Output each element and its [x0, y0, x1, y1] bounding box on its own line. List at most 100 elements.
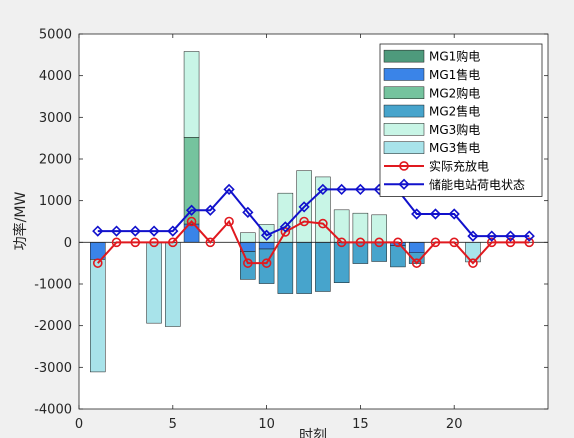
legend-swatch — [383, 141, 425, 154]
bar-6-4 — [146, 242, 162, 324]
marker-1-7 — [205, 237, 216, 248]
bar-4-16 — [371, 242, 387, 262]
marker-1-9 — [243, 258, 253, 268]
marker-2-15 — [354, 183, 367, 196]
bar-layer — [90, 51, 481, 373]
legend-label: MG2购电 — [429, 85, 480, 100]
axes-box — [78, 33, 549, 410]
y-tick-label: 2000 — [39, 153, 72, 168]
legend-label: 储能电站荷电状态 — [429, 177, 525, 192]
legend-label: MG2售电 — [429, 104, 480, 119]
x-tick-label: 15 — [352, 417, 369, 432]
marker-1-5 — [168, 237, 178, 248]
marker-2-7 — [204, 204, 216, 216]
marker-2-8 — [223, 183, 235, 196]
marker-1-8 — [224, 216, 234, 227]
legend-swatch — [383, 123, 425, 136]
y-tick-label: 0 — [64, 236, 72, 251]
bar-2-18 — [408, 242, 425, 253]
marker-1-17 — [393, 237, 403, 248]
marker-1-19 — [430, 237, 441, 248]
marker-2-10 — [260, 229, 273, 241]
marker-1-2 — [111, 237, 122, 248]
bar-5-13 — [315, 176, 331, 243]
legend-swatch — [383, 49, 425, 63]
y-axis-ticks: -4000 -3000 -2000 -1000 0 1000 2000 3000 4000 500… — [34, 28, 548, 418]
bar-4-12 — [296, 242, 312, 294]
y-axis-label: 功率/MW — [12, 192, 29, 251]
marker-1-1 — [92, 258, 103, 268]
bar-2-10 — [258, 242, 275, 250]
marker-2-11 — [279, 221, 291, 233]
bar-4-14 — [333, 242, 350, 283]
y-tick-label: 4000 — [39, 69, 72, 84]
bar-6-5 — [165, 242, 181, 327]
legend-label: MG3售电 — [429, 140, 480, 155]
line-layer — [92, 183, 535, 268]
legend-swatch — [383, 86, 425, 99]
marker-1-13 — [318, 218, 328, 229]
x-tick-label: 5 — [169, 417, 177, 432]
marker-1-21 — [468, 258, 478, 268]
marker-1-6 — [186, 216, 197, 227]
marker-2-21 — [467, 230, 479, 242]
marker-2-23 — [504, 230, 517, 242]
y-tick-label: -1000 — [34, 278, 72, 293]
y-tick-label: -4000 — [34, 403, 72, 418]
legend-box — [379, 43, 543, 197]
marker-1-23 — [505, 237, 516, 248]
marker-1-22 — [486, 237, 497, 248]
y-tick-label: -3000 — [34, 361, 72, 376]
bar-6-1 — [90, 259, 106, 373]
marker-1-20 — [449, 237, 460, 248]
line-series-2 — [97, 187, 530, 238]
marker-1-3 — [130, 237, 141, 248]
legend-swatch — [383, 104, 425, 118]
marker-2-4 — [148, 225, 160, 237]
legend-label: MG3购电 — [429, 122, 480, 137]
legend: MG1购电 MG1售电 MG2购电 MG2售电 MG3购电 MG3售电实际充放电储能电站荷… — [379, 43, 543, 197]
bar-4-9 — [240, 251, 256, 280]
marker-1-4 — [149, 237, 159, 248]
marker-2-14 — [336, 183, 348, 196]
x-tick-label: 10 — [258, 417, 275, 432]
marker-2-6 — [185, 204, 198, 216]
marker-1-24 — [524, 237, 535, 248]
marker-1-16 — [374, 237, 384, 248]
legend-swatch — [383, 68, 425, 81]
marker-2-22 — [486, 230, 498, 242]
y-tick-label: 3000 — [39, 111, 72, 126]
marker-2-1 — [92, 225, 104, 237]
marker-2-24 — [523, 230, 535, 242]
bar-4-15 — [352, 242, 369, 264]
marker-1-12 — [299, 216, 309, 227]
marker-2-18 — [411, 208, 423, 220]
bar-5-11 — [277, 192, 294, 243]
y-tick-label: 1000 — [39, 194, 72, 209]
marker-2-13 — [317, 183, 329, 196]
x-tick-label: 20 — [446, 417, 463, 432]
x-tick-label: 0 — [75, 417, 83, 432]
bar-5-9 — [240, 232, 256, 243]
x-axis-ticks: 0 5 10 15 20 — [75, 34, 463, 432]
marker-1-15 — [355, 237, 366, 248]
bar-4-13 — [315, 242, 331, 292]
legend-label: MG1售电 — [429, 67, 480, 82]
legend-marker — [398, 178, 410, 190]
marker-2-12 — [298, 201, 310, 213]
marker-1-14 — [336, 237, 347, 248]
legend-marker — [399, 161, 409, 171]
legend-label: 实际充放电 — [429, 158, 489, 173]
x-axis-label: 时刻 — [299, 428, 327, 438]
bar-5-6 — [183, 51, 200, 138]
marker-2-2 — [110, 225, 123, 237]
marker-2-9 — [242, 206, 254, 218]
marker-2-5 — [167, 225, 179, 237]
bar-4-11 — [277, 242, 294, 294]
legend-label: MG1购电 — [429, 49, 480, 64]
marker-2-3 — [129, 225, 141, 237]
marker-1-18 — [411, 258, 422, 268]
y-tick-label: -2000 — [34, 319, 72, 334]
marker-1-10 — [261, 258, 272, 268]
